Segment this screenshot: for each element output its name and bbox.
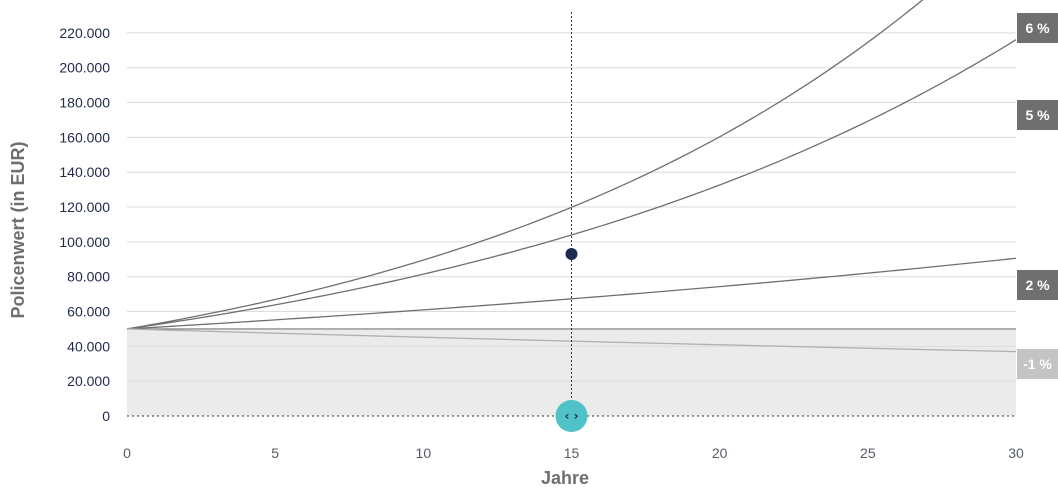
series-badge: 5 %: [1017, 100, 1058, 130]
x-axis-title: Jahre: [541, 468, 589, 488]
series-badge-label: 5 %: [1025, 107, 1050, 123]
y-tick-label: 40.000: [67, 338, 110, 354]
series-badge-box: [1017, 270, 1058, 300]
x-axis-ticks: 0 5 10 15 20 25 30: [123, 445, 1024, 461]
series-badge: 6 %: [1017, 13, 1058, 43]
series-badges: 6 % 5 % 2 % -1 %: [1017, 13, 1058, 379]
series-badge-box: [1017, 100, 1058, 130]
series-badge-label: -1 %: [1023, 356, 1052, 372]
series-badge-label: 6 %: [1025, 20, 1050, 36]
series-line: [127, 39, 1017, 330]
x-tick-label: 0: [123, 445, 131, 461]
series-badge-box: [1017, 349, 1058, 379]
y-tick-label: 140.000: [59, 164, 110, 180]
y-tick-label: 100.000: [59, 234, 110, 250]
y-tick-label: 0: [102, 408, 110, 424]
x-tick-label: 30: [1008, 445, 1024, 461]
x-tick-label: 10: [416, 445, 432, 461]
series-badge-label: 2 %: [1025, 277, 1050, 293]
x-tick-label: 25: [860, 445, 876, 461]
y-tick-label: 80.000: [67, 269, 110, 285]
y-tick-label: 20.000: [67, 373, 110, 389]
y-tick-label: 220.000: [59, 25, 110, 41]
slider-handle-circle[interactable]: [555, 400, 588, 432]
y-tick-label: 180.000: [59, 95, 110, 111]
chevron-left-right-icon[interactable]: ‹ ›: [564, 409, 578, 423]
series-badge: -1 %: [1017, 349, 1058, 379]
year-slider-handle[interactable]: ‹ ›: [555, 400, 588, 432]
x-tick-label: 5: [271, 445, 279, 461]
value-marker: [565, 248, 578, 261]
y-tick-label: 200.000: [59, 60, 110, 76]
series-badge: 2 %: [1017, 270, 1058, 300]
series-line: [127, 257, 1017, 330]
y-tick-label: 160.000: [59, 129, 110, 145]
y-axis-ticks: 0 20.000 40.000 60.000 80.000 100.000 120.000 1…: [59, 25, 110, 424]
x-tick-label: 15: [564, 445, 580, 461]
series-badge-box: [1017, 13, 1058, 43]
y-axis-title: Policenwert (in EUR): [8, 141, 28, 318]
y-tick-label: 60.000: [67, 304, 110, 320]
y-tick-label: 120.000: [59, 199, 110, 215]
x-tick-label: 20: [712, 445, 728, 461]
series-line: [127, 0, 924, 330]
